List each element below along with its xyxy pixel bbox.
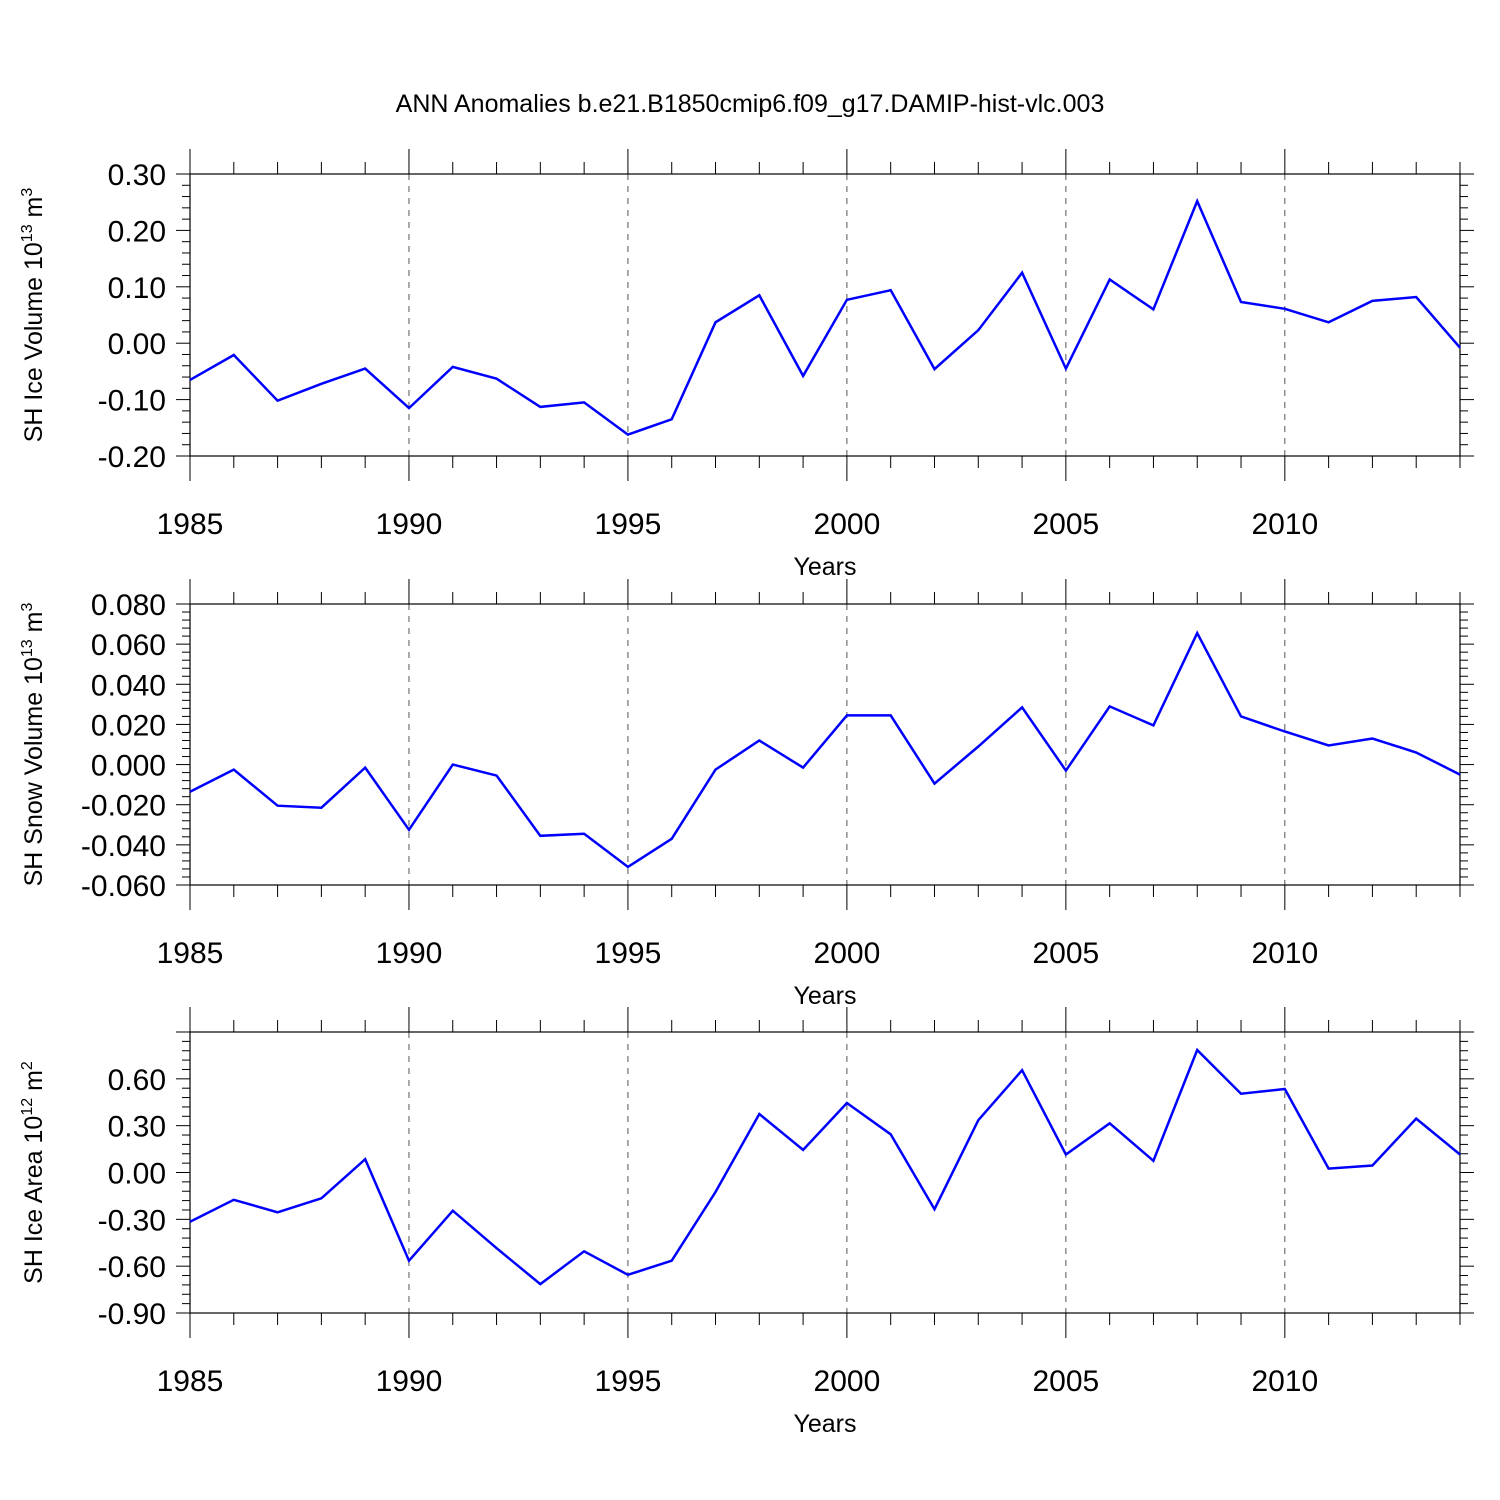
x-tick-label: 1995 (595, 937, 662, 970)
x-axis-title: Years (793, 553, 856, 581)
x-tick-label: 2000 (814, 1365, 881, 1398)
y-tick-label: -0.10 (98, 385, 166, 418)
x-tick-label: 2005 (1032, 508, 1099, 541)
y-tick-label: 0.080 (91, 589, 166, 622)
series-line (189, 630, 1461, 869)
y-axis-title: SH Ice Area 1012 m2 (19, 1061, 48, 1284)
x-tick-label: 1985 (157, 508, 224, 541)
y-tick-label: 0.060 (91, 629, 166, 662)
y-tick-label: 0.30 (108, 159, 166, 192)
y-tick-label: -0.90 (98, 1298, 166, 1331)
y-tick-label: 0.00 (108, 328, 166, 361)
x-tick-label: 1995 (595, 508, 662, 541)
y-tick-label: -0.060 (81, 870, 166, 903)
x-tick-label: 2010 (1251, 937, 1318, 970)
y-tick-label: 0.20 (108, 215, 166, 248)
figure-title: ANN Anomalies b.e21.B1850cmip6.f09_g17.D… (396, 90, 1105, 118)
x-tick-label: 1995 (595, 1365, 662, 1398)
plot-frame (189, 1031, 1461, 1314)
y-tick-label: 0.040 (91, 669, 166, 702)
plot-frame (189, 173, 1461, 457)
chart-panel-3: -0.90 -0.60 -0.30 0.00 0.30 0.60 1985 1990 1995 2… (19, 1007, 1474, 1438)
y-tick-label: 0.10 (108, 272, 166, 305)
y-tick-label: -0.040 (81, 830, 166, 863)
y-tick-label: 0.020 (91, 709, 166, 742)
x-tick-label: 1985 (157, 1365, 224, 1398)
chart-panel-1: -0.20 -0.10 0.00 0.10 0.20 0.30 1985 1990 1995 20… (19, 149, 1474, 581)
y-axis-title: SH Ice Volume 1013 m3 (19, 188, 48, 443)
x-tick-label: 2005 (1032, 937, 1099, 970)
x-tick-label: 1990 (376, 508, 443, 541)
x-tick-label: 2010 (1251, 1365, 1318, 1398)
y-tick-label: 0.000 (91, 750, 166, 783)
x-tick-label: 1990 (376, 937, 443, 970)
series-line (189, 197, 1461, 436)
y-tick-label: -0.020 (81, 790, 166, 823)
x-axis-title: Years (793, 1410, 856, 1438)
y-tick-label: 0.00 (108, 1158, 166, 1191)
x-axis-title: Years (793, 982, 856, 1010)
y-tick-label: 0.60 (108, 1064, 166, 1097)
y-tick-label: -0.30 (98, 1204, 166, 1237)
y-axis-title: SH Snow Volume 1013 m3 (19, 603, 48, 887)
x-tick-label: 2000 (814, 508, 881, 541)
y-tick-label: 0.30 (108, 1111, 166, 1144)
panels: -0.20 -0.10 0.00 0.10 0.20 0.30 1985 1990 1995 20… (19, 149, 1474, 1438)
x-tick-label: 1990 (376, 1365, 443, 1398)
plot-frame (189, 603, 1461, 886)
x-tick-label: 2005 (1032, 1365, 1099, 1398)
y-tick-label: -0.20 (98, 441, 166, 474)
y-tick-label: -0.60 (98, 1251, 166, 1284)
x-tick-label: 1985 (157, 937, 224, 970)
series-line (189, 1047, 1461, 1286)
x-tick-label: 2010 (1251, 508, 1318, 541)
x-tick-label: 2000 (814, 937, 881, 970)
chart-panel-2: -0.060 -0.040 -0.020 0.000 0.020 0.040 0.060 0.… (19, 579, 1474, 1010)
